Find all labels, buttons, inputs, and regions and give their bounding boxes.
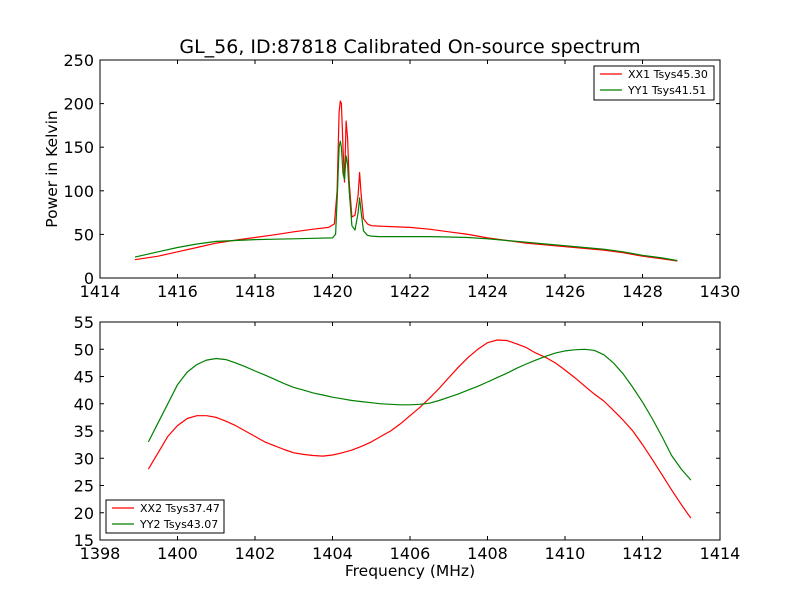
bottom-x-tick-label: 1398	[80, 544, 121, 563]
bottom-y-tick-label: 15	[74, 531, 94, 550]
legend-label-yy2: YY2 Tsys43.07	[139, 518, 218, 531]
top-axis-ticks: 1414 1416 1418 1420 1422 1424 1426 1428 1430 0 50 1…	[63, 51, 740, 301]
top-y-tick-label: 100	[63, 182, 94, 201]
legend-label-xx1: XX1 Tsys45.30	[628, 68, 708, 81]
bottom-y-tick-label: 35	[74, 422, 94, 441]
bottom-legend-box	[105, 499, 225, 534]
legend-label-yy1: YY1 Tsys41.51	[627, 84, 706, 97]
top-series-line-1	[134, 100, 678, 262]
bottom-y-tick-label: 25	[74, 477, 94, 496]
bottom-x-tick-label: 1400	[157, 544, 198, 563]
bottom-y-tick-label: 20	[74, 504, 94, 523]
top-x-tick-label: 1428	[622, 282, 663, 301]
chart-title: GL_56, ID:87818 Calibrated On-source spe…	[179, 36, 640, 58]
top-y-axis-label: Power in Kelvin	[43, 110, 61, 227]
top-legend: XX1 Tsys45.30 YY1 Tsys41.51	[593, 65, 715, 101]
top-x-tick-label: 1426	[545, 282, 586, 301]
top-x-tick-label: 1422	[390, 282, 431, 301]
bottom-legend: XX2 Tsys37.47 YY2 Tsys43.07	[105, 499, 225, 534]
top-x-tick-label: 1424	[467, 282, 508, 301]
bottom-x-tick-label: 1412	[622, 544, 663, 563]
top-x-tick-label: 1430	[700, 282, 741, 301]
bottom-series-line-2	[147, 348, 692, 481]
bottom-x-tick-label: 1406	[390, 544, 431, 563]
bottom-x-axis-label: Frequency (MHz)	[345, 562, 475, 580]
bottom-axis-ticks: 1398 1400 1402 1404 1406 1408 1410 1412 1414 15 20…	[74, 313, 741, 563]
top-y-tick-label: 250	[63, 51, 94, 70]
bottom-y-tick-label: 40	[74, 395, 94, 414]
top-y-tick-label: 200	[63, 95, 94, 114]
bottom-x-tick-label: 1402	[235, 544, 276, 563]
bottom-y-tick-label: 50	[74, 340, 94, 359]
bottom-x-tick-label: 1410	[545, 544, 586, 563]
bottom-panel: 1398 1400 1402 1404 1406 1408 1410 1412 1414 15 20…	[74, 313, 741, 580]
bottom-y-tick-label: 45	[74, 368, 94, 387]
top-series-line-2	[134, 140, 678, 262]
bottom-plot-area	[147, 339, 692, 519]
top-x-tick-label: 1416	[157, 282, 198, 301]
top-x-tick-label: 1420	[312, 282, 353, 301]
top-legend-box	[593, 65, 715, 101]
top-plot-area	[134, 100, 678, 262]
bottom-series-line-1	[147, 339, 692, 519]
top-y-tick-label: 50	[74, 225, 94, 244]
top-y-tick-label: 0	[84, 269, 94, 288]
top-x-tick-label: 1418	[235, 282, 276, 301]
bottom-x-tick-label: 1408	[467, 544, 508, 563]
bottom-x-tick-label: 1404	[312, 544, 353, 563]
top-panel: Power in Kelvin 1414 1416 1418 1420 1422 1424…	[43, 51, 740, 301]
top-y-tick-label: 150	[63, 138, 94, 157]
bottom-y-tick-label: 55	[74, 313, 94, 332]
bottom-y-tick-label: 30	[74, 449, 94, 468]
top-x-tick-label: 1414	[80, 282, 121, 301]
legend-label-xx2: XX2 Tsys37.47	[140, 502, 220, 515]
bottom-x-tick-label: 1414	[700, 544, 741, 563]
